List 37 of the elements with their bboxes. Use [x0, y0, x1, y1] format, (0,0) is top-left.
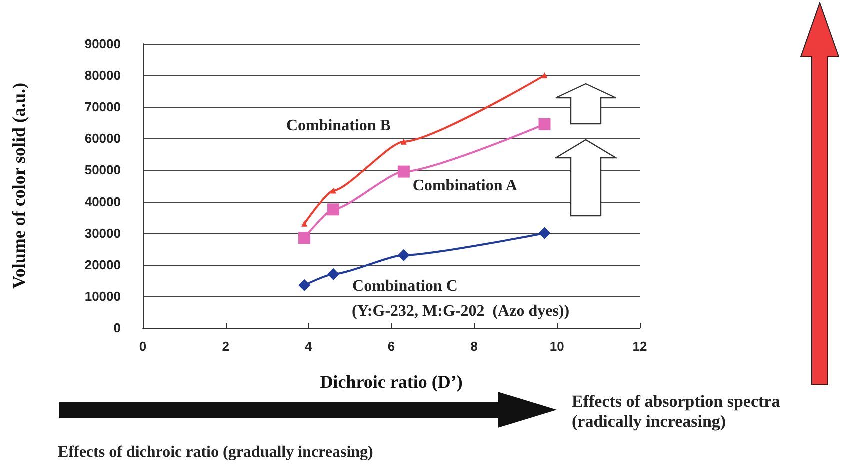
x-tick-label: 12 — [632, 339, 648, 354]
series-label: Combination A — [412, 177, 518, 194]
y-tick-label: 30000 — [84, 226, 121, 241]
y-tick-label: 90000 — [84, 36, 121, 52]
y-tick-label: 50000 — [84, 162, 121, 178]
text: Effects of absorption spectra (radically increasing) — [572, 392, 780, 432]
point — [538, 118, 551, 130]
y-tick-label: 10000 — [84, 288, 121, 304]
point — [302, 220, 308, 227]
series-label: Combination B — [286, 117, 392, 134]
y-tick-label: 60000 — [84, 131, 121, 146]
y-tick-label: 20000 — [84, 257, 121, 272]
point — [400, 138, 407, 145]
annotation: (Y:G-232, M:G-202 (Azo dyes)) — [352, 303, 570, 321]
x-tick-label: 4 — [305, 339, 314, 354]
point — [328, 204, 340, 216]
point — [398, 166, 410, 178]
x-tick-label: 10 — [550, 339, 564, 354]
point — [328, 268, 340, 280]
x-tick-label: 6 — [388, 339, 396, 354]
x-tick-label: 0 — [139, 339, 147, 354]
point — [538, 227, 551, 240]
point — [298, 279, 311, 292]
point — [542, 72, 548, 79]
y-tick-label: 40000 — [84, 194, 121, 210]
x-axis-title: Dichroic ratio (D’) — [320, 372, 463, 392]
text: Effects of dichroic ratio (gradually increasing) — [58, 444, 374, 462]
x-tick-label: 2 — [222, 339, 230, 354]
y-tick-label: 0 — [114, 320, 121, 336]
y-axis-title: Volume of color solid (a.u.) — [9, 82, 29, 290]
x-tick-label: 8 — [470, 339, 478, 354]
series-label: Combination C — [352, 278, 458, 295]
point — [330, 188, 337, 194]
y-tick-label: 70000 — [84, 100, 121, 115]
point — [298, 232, 311, 244]
point — [398, 249, 410, 262]
y-tick-label: 80000 — [84, 68, 121, 84]
